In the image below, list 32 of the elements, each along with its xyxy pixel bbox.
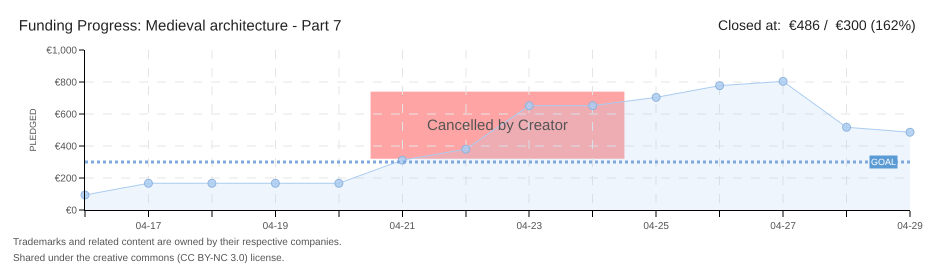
y-axis-title: PLEDGED <box>28 108 38 152</box>
y-tick-label: €800 <box>54 78 78 88</box>
point <box>778 76 788 86</box>
point <box>144 178 153 188</box>
point <box>842 122 852 132</box>
chart-subtitle: Closed at: €486 / €300 (162%) <box>718 17 916 33</box>
x-tick-label: 04-25 <box>643 221 670 232</box>
y-tick-label: €0 <box>66 206 78 216</box>
point <box>461 144 470 154</box>
y-tick-label: €600 <box>54 110 78 120</box>
text: Shared under the creative commons (CC BY-NC 3.0) license. <box>13 253 284 264</box>
x-tick-label: 04-23 <box>516 221 542 232</box>
point <box>715 81 724 90</box>
chart-title: Funding Progress: Medieval architecture - Part 7 <box>18 17 342 34</box>
y-tick-label: €200 <box>54 174 78 184</box>
text: Trademarks and related content are owned by their respective companies. <box>13 237 342 248</box>
point <box>652 92 661 102</box>
y-tick-label: €1,000 <box>46 46 78 56</box>
point <box>334 178 344 188</box>
point <box>524 101 534 110</box>
x-tick-label: 04-27 <box>770 221 796 232</box>
y-tick-label: €400 <box>54 142 78 152</box>
point <box>588 101 598 110</box>
ref-line-label: GOAL <box>871 157 896 167</box>
x-tick-label: 04-17 <box>136 221 162 232</box>
x-tick-label: 04-29 <box>897 221 924 232</box>
x-tick-label: 04-19 <box>262 221 289 232</box>
band-label: Cancelled by Creator <box>427 117 568 134</box>
point <box>270 178 280 188</box>
point <box>906 128 914 137</box>
x-tick-label: 04-21 <box>390 221 416 232</box>
point <box>207 178 216 188</box>
